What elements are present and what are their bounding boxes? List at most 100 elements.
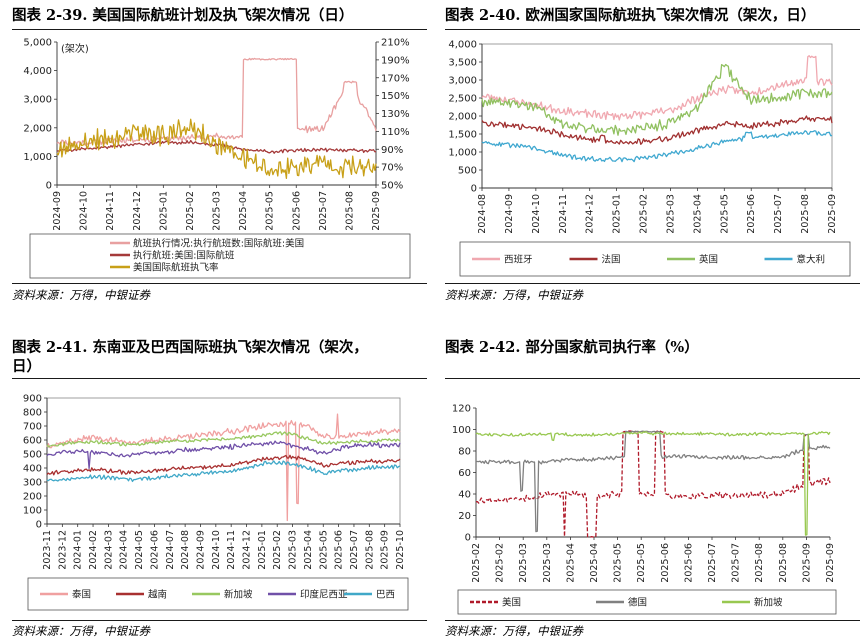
x-tick-label: 2025-06 (291, 191, 302, 231)
y2-tick-label: 190% (381, 55, 410, 66)
y-tick-label: 2,000 (448, 112, 477, 123)
panel-rule-41-bottom (12, 620, 427, 621)
y2-tick-label: 50% (381, 181, 403, 192)
legend-box (457, 589, 837, 615)
x-tick-label: 2024-11 (105, 191, 116, 231)
series-line-p39-0 (56, 57, 377, 146)
legend-label: 越南 (148, 589, 167, 601)
series-line-p40-2 (481, 63, 833, 136)
chart-p41: 0 100 200 300 400 500 600 700 800 900 2023-11 2023-… (23, 394, 409, 611)
panel-rule-42-bottom (445, 620, 860, 621)
x-tick-label: 2025-06 (683, 543, 694, 583)
x-tick-label: 2025-07 (773, 194, 784, 234)
x-tick-label: 2025-06 (660, 543, 671, 583)
y-tick-label: 0 (46, 181, 52, 192)
x-tick-label: 2024-06 (149, 530, 160, 570)
legend-label: 新加坡 (754, 597, 783, 609)
legend-label: 法国 (602, 254, 621, 266)
x-tick-label: 2025-09 (371, 191, 382, 231)
panel-title-39: 图表 2-39. 美国国际航班计划及执飞架次情况（日） (12, 7, 354, 24)
x-tick-label: 2024-09 (195, 530, 206, 570)
y2-tick-label: 170% (381, 73, 410, 84)
x-tick-label: 2025-02 (185, 191, 196, 231)
x-tick-label: 2024-02 (88, 530, 99, 570)
y-tick-label: 2,000 (23, 123, 52, 134)
x-tick-label: 2023-12 (57, 530, 68, 570)
x-tick-label: 2024-08 (180, 530, 191, 570)
x-tick-label: 2024-11 (226, 530, 237, 570)
chart-p42: 0 20 40 60 80 100 120 2025-02 2025-02 2025-03 2025… (452, 404, 837, 615)
legend-label: 巴西 (376, 590, 395, 601)
panel-title-42: 图表 2-42. 部分国家航司执行率（%） (445, 339, 699, 356)
panel-title-41-line1: 图表 2-41. 东南亚及巴西国际班执飞架次情况（架次， (12, 339, 368, 356)
unit-label: (架次) (61, 42, 89, 55)
y-tick-label: 0 (465, 533, 471, 544)
plot-frame (46, 397, 401, 525)
x-tick-label: 2025-08 (778, 543, 789, 583)
x-tick-label: 2025-01 (158, 191, 169, 231)
series-line-p39-2 (56, 118, 377, 180)
x-tick-label: 2024-11 (558, 194, 569, 234)
x-tick-label: 2025-09 (825, 543, 836, 583)
legend-label: 西班牙 (504, 254, 533, 266)
x-tick-label: 2025-02 (471, 543, 482, 583)
legend-label: 新加坡 (224, 589, 253, 601)
panel-rule-40-top (445, 29, 860, 30)
series-line-p39-1 (56, 139, 376, 154)
legend-label: 意大利 (797, 254, 826, 266)
x-tick-label: 2025-03 (542, 543, 553, 583)
series-line-p40-3 (481, 130, 833, 163)
y-tick-label: 100 (452, 425, 471, 436)
series-line-p40-0 (481, 55, 833, 121)
x-tick-label: 2024-09 (504, 194, 515, 234)
x-tick-label: 2024-12 (242, 530, 253, 570)
y2-tick-label: 150% (381, 91, 410, 102)
x-tick-label: 2025-07 (349, 530, 360, 570)
x-tick-label: 2025-08 (344, 191, 355, 231)
x-tick-label: 2025-03 (212, 191, 223, 231)
y-tick-label: 1,000 (23, 152, 52, 163)
y-tick-label: 300 (23, 478, 42, 489)
panel-source-39: 资料来源：万得，中银证券 (12, 288, 150, 302)
x-tick-label: 2025-01 (257, 530, 268, 570)
y-tick-label: 80 (458, 447, 471, 458)
x-tick-label: 2025-02 (495, 543, 506, 583)
series-line-p42-1 (475, 430, 831, 533)
x-tick-label: 2025-09 (827, 194, 838, 234)
y-tick-label: 3,500 (448, 58, 477, 69)
x-tick-label: 2025-07 (731, 543, 742, 583)
legend-label: 航班执行情况:执行航班数:国际航班:美国 (133, 238, 304, 250)
x-tick-label: 2025-06 (746, 194, 757, 234)
y-tick-label: 800 (23, 408, 42, 419)
x-tick-label: 2025-05 (318, 530, 329, 570)
x-tick-label: 2025-01 (612, 194, 623, 234)
x-tick-label: 2025-03 (665, 194, 676, 234)
y-tick-label: 500 (458, 166, 477, 177)
series-line-p41-1 (46, 454, 401, 476)
chart-p40: 0 500 1,000 1,500 2,000 2,500 3,000 3,500 4,000 2… (448, 40, 851, 277)
x-tick-label: 2025-07 (707, 543, 718, 583)
x-tick-label: 2025-04 (303, 530, 314, 570)
y-tick-label: 1,500 (448, 130, 477, 141)
x-tick-label: 2024-12 (132, 191, 143, 231)
x-tick-label: 2025-03 (288, 530, 299, 570)
x-tick-label: 2025-08 (364, 530, 375, 570)
legend-label: 英国 (699, 254, 718, 266)
y-tick-label: 4,000 (23, 66, 52, 77)
x-tick-label: 2025-10 (395, 530, 406, 570)
series-line-p40-1 (481, 115, 833, 145)
y-tick-label: 5,000 (23, 38, 52, 49)
x-tick-label: 2025-02 (272, 530, 283, 570)
x-tick-label: 2025-08 (754, 543, 765, 583)
y-tick-label: 900 (23, 394, 42, 405)
y-tick-label: 3,000 (448, 76, 477, 87)
x-tick-label: 2024-05 (134, 530, 145, 570)
legend-label: 美国国际航班执飞率 (133, 262, 219, 274)
legend-label: 泰国 (72, 589, 91, 601)
y-tick-label: 60 (458, 468, 471, 479)
y-tick-label: 20 (458, 511, 471, 522)
x-tick-label: 2025-05 (636, 543, 647, 583)
y-tick-label: 120 (452, 404, 471, 415)
legend-label: 美国 (502, 597, 521, 609)
